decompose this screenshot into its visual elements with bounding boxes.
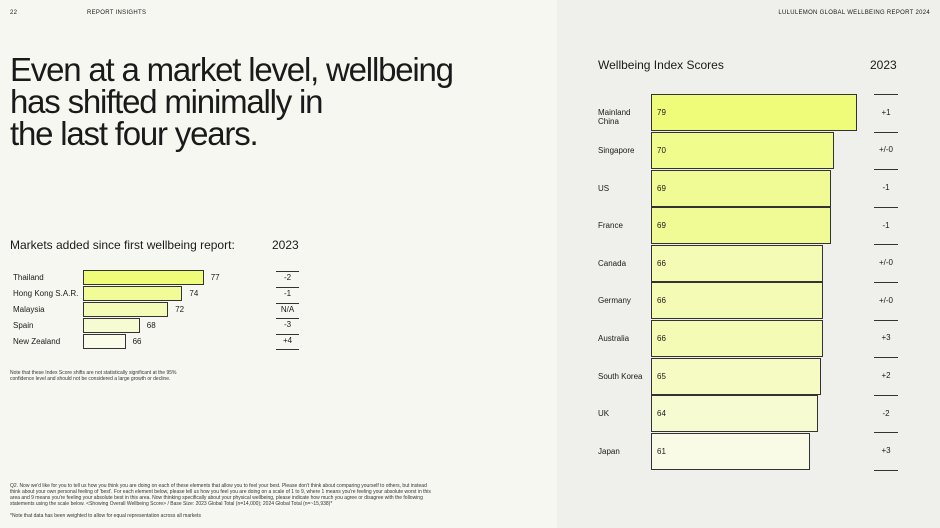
category-label: Thailand: [13, 273, 44, 283]
column-header: 2023: [272, 238, 299, 252]
bar: [651, 395, 819, 433]
bar: [651, 131, 834, 169]
row-rule: [276, 318, 299, 320]
row-rule: [874, 394, 898, 396]
headline: the last four years.: [10, 115, 259, 152]
category-label: Germany: [598, 296, 631, 306]
category-label: New Zealand: [13, 336, 61, 346]
value-label: 61: [657, 446, 666, 456]
change-label: +3: [881, 333, 891, 343]
bar: [651, 169, 832, 207]
change-label: +/-0: [878, 145, 893, 155]
row-rule: [874, 206, 898, 208]
bar: [651, 94, 858, 132]
row-rule: [874, 432, 898, 434]
category-label: UK: [598, 409, 610, 419]
change-label: +/-0: [878, 258, 893, 268]
category-label: Canada: [598, 258, 627, 268]
chart-title: Markets added since first wellbeing repo…: [10, 238, 235, 252]
headline: Even at a market level, wellbeing: [10, 51, 454, 88]
bar: [651, 207, 832, 245]
change-label: -1: [283, 288, 292, 298]
column-header: 2023: [870, 58, 897, 72]
value-label: 79: [657, 108, 666, 118]
bar: [651, 432, 811, 470]
category-label: Australia: [598, 333, 630, 343]
row-rule: [874, 319, 898, 321]
value-label: 68: [146, 320, 156, 330]
category-label: Singapore: [598, 145, 635, 155]
headline: has shifted minimally in: [10, 83, 324, 120]
row-rule: [276, 271, 299, 272]
change-label: -1: [882, 220, 890, 230]
row-rule: [276, 334, 299, 336]
value-label: 72: [175, 305, 185, 314]
category-label: Spain: [13, 320, 34, 330]
value-label: 66: [657, 296, 666, 306]
value-label: 77: [210, 273, 220, 283]
bar: [83, 302, 169, 317]
bar: [651, 357, 821, 395]
bar: [651, 282, 824, 320]
change-label: +4: [282, 336, 293, 346]
value-label: 65: [657, 371, 666, 381]
change-label: -2: [882, 408, 890, 418]
footnote: Q2. Now we'd like for you to tell us how…: [10, 483, 431, 507]
category-label: Japan: [598, 446, 620, 456]
page-number: 22: [10, 10, 18, 16]
row-rule: [874, 169, 898, 171]
report-title: LULULEMON GLOBAL WELLBEING REPORT 2024: [778, 10, 930, 16]
value-label: 69: [657, 221, 666, 231]
value-label: 66: [657, 333, 666, 343]
bar: [83, 286, 183, 302]
chart-title: Wellbeing Index Scores: [598, 58, 724, 72]
category-label: Mainland China: [598, 108, 631, 127]
row-rule: [874, 282, 898, 283]
change-label: +1: [881, 107, 891, 117]
bar: [83, 270, 204, 286]
row-rule: [276, 349, 299, 350]
value-label: 70: [657, 145, 666, 155]
change-label: -1: [882, 183, 890, 192]
category-label: Hong Kong S.A.R.: [13, 289, 79, 299]
row-rule: [276, 302, 299, 304]
category-label: Malaysia: [13, 305, 45, 314]
value-label: 74: [189, 289, 199, 299]
change-label: +3: [881, 446, 891, 456]
row-rule: [874, 244, 898, 246]
section-label: REPORT INSIGHTS: [87, 10, 147, 16]
value-label: 64: [657, 409, 666, 419]
change-label: N/A: [280, 304, 295, 314]
category-label: France: [598, 221, 623, 231]
value-label: 66: [132, 336, 142, 346]
bar: [651, 244, 824, 282]
row-rule: [874, 131, 898, 133]
change-label: +/-0: [878, 295, 893, 305]
bar: [83, 333, 126, 349]
significance-note: Note that these Index Score shifts are n…: [10, 370, 177, 382]
bar: [83, 317, 140, 333]
value-label: 66: [657, 258, 666, 268]
weighting-note: *Note that data has been weighted to all…: [10, 513, 201, 519]
category-label: US: [598, 183, 610, 193]
value-label: 69: [657, 183, 666, 193]
change-label: +2: [881, 371, 891, 380]
row-rule: [276, 286, 299, 288]
row-rule: [874, 470, 898, 471]
change-label: -3: [283, 320, 292, 330]
bar: [651, 319, 824, 357]
category-label: South Korea: [598, 371, 643, 381]
row-rule: [874, 357, 898, 359]
row-rule: [874, 94, 898, 95]
change-label: -2: [283, 272, 292, 282]
